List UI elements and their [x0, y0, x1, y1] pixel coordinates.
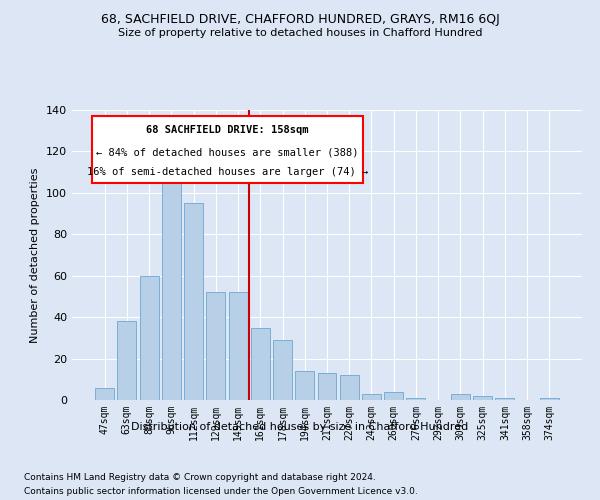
Bar — [118, 322, 136, 400]
Bar — [384, 392, 403, 400]
Y-axis label: Number of detached properties: Number of detached properties — [31, 168, 40, 342]
Text: 68, SACHFIELD DRIVE, CHAFFORD HUNDRED, GRAYS, RM16 6QJ: 68, SACHFIELD DRIVE, CHAFFORD HUNDRED, G… — [101, 12, 499, 26]
Text: ← 84% of detached houses are smaller (388): ← 84% of detached houses are smaller (38… — [96, 148, 359, 158]
Bar — [317, 373, 337, 400]
Bar — [162, 164, 181, 400]
Bar — [206, 292, 225, 400]
Bar — [295, 371, 314, 400]
Text: Distribution of detached houses by size in Chafford Hundred: Distribution of detached houses by size … — [131, 422, 469, 432]
Bar — [184, 203, 203, 400]
Text: 68 SACHFIELD DRIVE: 158sqm: 68 SACHFIELD DRIVE: 158sqm — [146, 126, 309, 136]
Bar — [451, 394, 470, 400]
Text: 16% of semi-detached houses are larger (74) →: 16% of semi-detached houses are larger (… — [87, 168, 368, 177]
FancyBboxPatch shape — [92, 116, 363, 182]
Bar — [406, 398, 425, 400]
Bar — [540, 398, 559, 400]
Bar — [473, 396, 492, 400]
Bar — [251, 328, 270, 400]
Bar — [340, 375, 359, 400]
Bar — [362, 394, 381, 400]
Bar — [229, 292, 248, 400]
Bar — [496, 398, 514, 400]
Bar — [273, 340, 292, 400]
Text: Contains public sector information licensed under the Open Government Licence v3: Contains public sector information licen… — [24, 488, 418, 496]
Text: Contains HM Land Registry data © Crown copyright and database right 2024.: Contains HM Land Registry data © Crown c… — [24, 472, 376, 482]
Bar — [140, 276, 158, 400]
Bar — [95, 388, 114, 400]
Text: Size of property relative to detached houses in Chafford Hundred: Size of property relative to detached ho… — [118, 28, 482, 38]
